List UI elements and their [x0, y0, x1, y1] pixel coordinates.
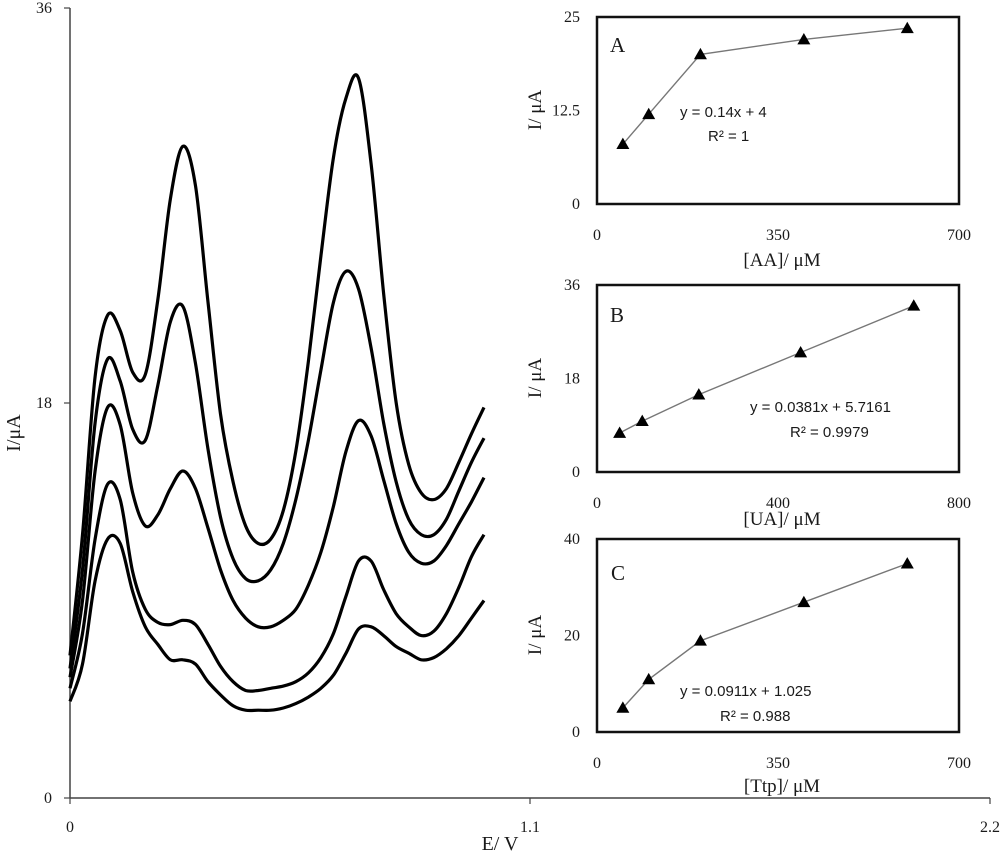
inset-b: 0 400 800 0 18 36 B y = 0.0381x + 5.7161 R² =… — [525, 277, 971, 530]
inset-c-y-axis-label: I/ μA — [525, 615, 546, 656]
inset-c-x-tick-label: 700 — [947, 755, 971, 772]
voltammogram-curve-3 — [68, 403, 486, 678]
inset-b-x-tick-label: 400 — [766, 495, 790, 512]
inset-a: 0 350 700 0 12.5 25 A y = 0.14x + 4 R² = 1 [A… — [525, 9, 971, 271]
inset-a-panel-letter: A — [610, 33, 626, 57]
main-x-tick-label: 1.1 — [520, 819, 540, 836]
inset-b-data-point — [613, 426, 627, 438]
main-x-tick-label: 0 — [66, 819, 74, 836]
inset-c-data-point — [642, 672, 656, 685]
main-voltammogram-chart: 0 1.1 2.2 0 18 36 E/ V I/μA — [3, 0, 1000, 855]
inset-c-r2: R² = 0.988 — [720, 708, 790, 725]
inset-a-equation: y = 0.14x + 4 — [680, 104, 767, 121]
inset-b-data-point — [794, 346, 808, 358]
inset-c-x-tick-label: 350 — [766, 755, 790, 772]
main-y-tick-label: 36 — [36, 0, 52, 17]
inset-b-panel-letter: B — [610, 303, 624, 327]
inset-a-data-point — [616, 137, 630, 150]
inset-b-data-point — [907, 299, 921, 311]
inset-c-y-tick-label: 40 — [564, 531, 580, 548]
inset-c-x-tick-label: 0 — [593, 755, 601, 772]
inset-a-x-axis-label: [AA]/ μM — [743, 250, 820, 271]
inset-c-data-point — [693, 634, 707, 646]
inset-a-frame — [595, 15, 961, 206]
inset-b-x-tick-label: 0 — [593, 495, 601, 512]
inset-a-data-point — [642, 107, 656, 120]
main-ticks: 0 1.1 2.2 0 18 36 — [36, 0, 1000, 836]
inset-b-plot: 0 400 800 0 18 36 — [564, 277, 971, 512]
inset-b-data-point — [635, 414, 649, 426]
inset-b-data-point — [692, 388, 706, 400]
inset-c-plot: 0 350 700 0 20 40 — [564, 531, 971, 772]
voltammogram-curve-5 — [68, 73, 486, 656]
inset-b-frame — [595, 283, 961, 474]
voltammogram-curve-1 — [68, 533, 486, 713]
inset-a-y-tick-label: 0 — [572, 196, 580, 213]
inset-c: 0 350 700 0 20 40 C y = 0.0911x + 1.025 R² = … — [525, 531, 971, 797]
inset-b-x-tick-label: 800 — [947, 495, 971, 512]
inset-c-panel-letter: C — [611, 561, 625, 585]
inset-c-equation: y = 0.0911x + 1.025 — [680, 683, 812, 700]
inset-c-data-point — [616, 701, 630, 713]
inset-a-y-tick-label: 25 — [564, 9, 580, 26]
inset-b-x-axis-label: [UA]/ μM — [743, 509, 820, 530]
inset-b-equation: y = 0.0381x + 5.7161 — [750, 399, 891, 416]
inset-a-y-axis-label: I/ μA — [525, 90, 546, 131]
inset-a-y-tick-label: 12.5 — [552, 103, 580, 120]
inset-c-y-tick-label: 0 — [572, 724, 580, 741]
inset-b-y-tick-label: 18 — [564, 371, 580, 388]
main-x-axis-label: E/ V — [482, 833, 519, 855]
main-y-tick-label: 18 — [36, 395, 52, 412]
inset-c-x-axis-label: [Ttp]/ μM — [744, 776, 820, 797]
main-curves — [68, 73, 486, 713]
main-y-axis-label: I/μA — [3, 414, 25, 452]
inset-b-y-axis-label: I/ μA — [525, 358, 546, 399]
inset-a-x-tick-label: 350 — [766, 227, 790, 244]
inset-a-x-tick-label: 0 — [593, 227, 601, 244]
inset-b-y-tick-label: 36 — [564, 277, 580, 294]
inset-b-y-tick-label: 0 — [572, 464, 580, 481]
inset-c-frame — [595, 537, 961, 734]
inset-b-r2: R² = 0.9979 — [790, 424, 869, 441]
voltammogram-curve-2 — [68, 480, 486, 693]
inset-c-data-point — [900, 557, 914, 569]
inset-a-plot: 0 350 700 0 12.5 25 — [552, 9, 971, 244]
inset-c-y-tick-label: 20 — [564, 628, 580, 645]
main-y-tick-label: 0 — [44, 790, 52, 807]
inset-a-data-point — [900, 21, 914, 34]
inset-a-r2: R² = 1 — [708, 128, 749, 145]
main-x-tick-label: 2.2 — [980, 819, 1000, 836]
inset-a-x-tick-label: 700 — [947, 227, 971, 244]
inset-c-data-point — [797, 595, 811, 608]
voltammogram-curve-4 — [68, 269, 486, 669]
inset-a-data-point — [797, 32, 811, 45]
inset-a-data-point — [693, 47, 707, 60]
